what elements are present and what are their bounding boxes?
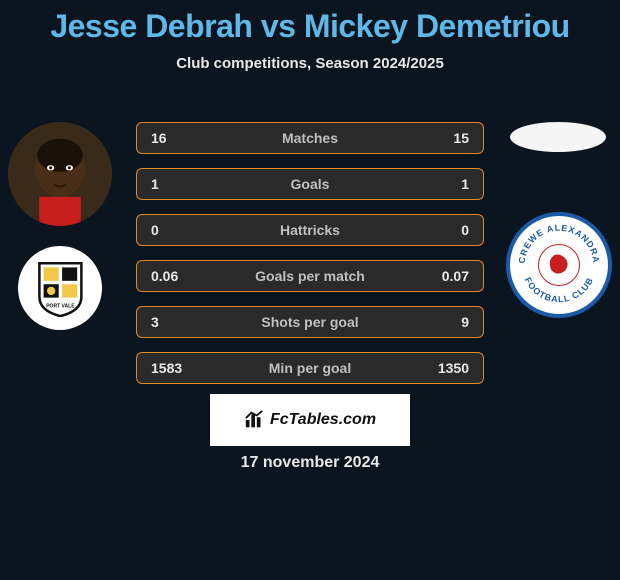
svg-text:PORT VALE: PORT VALE (46, 303, 75, 309)
svg-text:FOOTBALL CLUB: FOOTBALL CLUB (523, 276, 596, 305)
branding-badge: FcTables.com (210, 394, 410, 446)
stat-row: 0.06 Goals per match 0.07 (136, 260, 484, 292)
left-player-column: PORT VALE (8, 122, 112, 330)
branding-label: FcTables.com (270, 411, 376, 429)
player-photo-left (8, 122, 112, 226)
page-title: Jesse Debrah vs Mickey Demetriou (0, 0, 620, 45)
stat-label: Matches (282, 130, 338, 146)
club-badge-left: PORT VALE (18, 246, 102, 330)
stat-right-value: 9 (461, 314, 469, 330)
stat-right-value: 1350 (438, 360, 469, 376)
chart-icon (244, 409, 266, 431)
stat-row: 1583 Min per goal 1350 (136, 352, 484, 384)
stat-left-value: 0 (151, 222, 159, 238)
club-badge-right: CREWE ALEXANDRA FOOTBALL CLUB (506, 212, 612, 318)
stat-right-value: 0 (461, 222, 469, 238)
stat-left-value: 0.06 (151, 268, 178, 284)
crewe-alexandra-crest-icon: CREWE ALEXANDRA FOOTBALL CLUB (510, 216, 608, 314)
stat-label: Hattricks (280, 222, 340, 238)
port-vale-crest-icon: PORT VALE (31, 259, 90, 318)
right-player-column: CREWE ALEXANDRA FOOTBALL CLUB (506, 122, 612, 318)
stat-label: Goals per match (255, 268, 365, 284)
stat-left-value: 16 (151, 130, 167, 146)
player-photo-right (510, 122, 606, 152)
stat-label: Goals (291, 176, 330, 192)
face-placeholder-icon (8, 122, 112, 226)
stat-row: 3 Shots per goal 9 (136, 306, 484, 338)
stats-table: 16 Matches 15 1 Goals 1 0 Hattricks 0 0.… (136, 122, 484, 398)
stat-label: Shots per goal (261, 314, 358, 330)
stat-left-value: 1583 (151, 360, 182, 376)
stat-row: 0 Hattricks 0 (136, 214, 484, 246)
stat-right-value: 15 (453, 130, 469, 146)
stat-left-value: 3 (151, 314, 159, 330)
stat-left-value: 1 (151, 176, 159, 192)
stat-right-value: 0.07 (442, 268, 469, 284)
stat-right-value: 1 (461, 176, 469, 192)
stat-row: 16 Matches 15 (136, 122, 484, 154)
stat-row: 1 Goals 1 (136, 168, 484, 200)
date-label: 17 november 2024 (0, 454, 620, 472)
stat-label: Min per goal (269, 360, 351, 376)
subtitle: Club competitions, Season 2024/2025 (0, 55, 620, 72)
